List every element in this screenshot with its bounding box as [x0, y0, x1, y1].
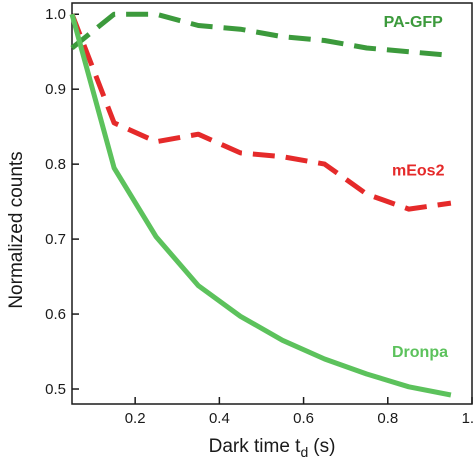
- x-tick-label: 0.6: [293, 410, 314, 427]
- series-label-meos2: mEos2: [392, 162, 445, 179]
- series-label-layer: PA-GFP mEos2 Dronpa: [384, 14, 449, 361]
- plot-frame: [71, 2, 473, 405]
- y-tick-label: 0.6: [45, 306, 66, 323]
- series-layer: [69, 11, 452, 398]
- series-line-meos2: [69, 13, 452, 212]
- x-axis-label: Dark time td (s): [209, 436, 336, 460]
- x-axis-label-subscript: d: [300, 444, 308, 460]
- y-axis-label: Normalized counts: [6, 151, 27, 308]
- x-tick-label: 0.8: [377, 410, 398, 427]
- series-label-dronpa: Dronpa: [392, 344, 448, 361]
- x-axis-label-unit: (s): [313, 436, 335, 457]
- x-tick-label: 1.0: [462, 410, 474, 427]
- y-tick-label: 1.0: [45, 6, 66, 23]
- x-tick-label: 0.4: [209, 410, 230, 427]
- series-label-pa-gfp: PA-GFP: [384, 14, 444, 31]
- y-tick-label: 0.8: [45, 156, 66, 173]
- x-axis-label-main: Dark time t: [209, 436, 302, 457]
- series-line-dronpa: [69, 13, 452, 398]
- y-tick-label: 0.9: [45, 81, 66, 98]
- y-axis-ticks: 0.5 0.6 0.7 0.8 0.9 1.0: [45, 6, 79, 398]
- x-tick-label: 0.2: [125, 410, 146, 427]
- y-tick-label: 0.7: [45, 231, 66, 248]
- x-axis-ticks: 0.2 0.4 0.6 0.8 1.0: [125, 397, 474, 427]
- y-tick-label: 0.5: [45, 381, 66, 398]
- series-line-pa-gfp: [70, 11, 452, 58]
